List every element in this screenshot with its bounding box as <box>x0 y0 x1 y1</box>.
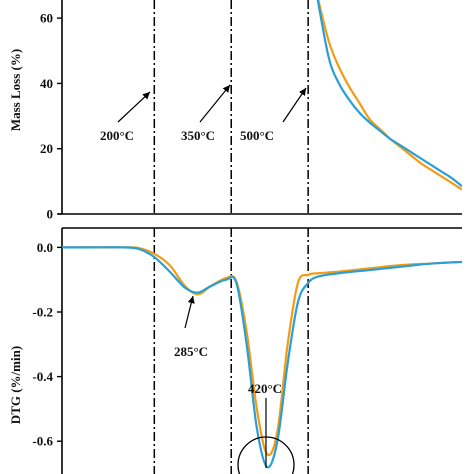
annotation-arrow <box>282 87 307 123</box>
series-group <box>316 0 462 191</box>
y-tick-label: 0 <box>47 207 54 222</box>
y-axis-title: DTG (%/min) <box>8 346 23 424</box>
y-tick-label: -0.4 <box>32 369 53 384</box>
annotation-arrow <box>184 295 195 329</box>
series-group <box>62 246 462 469</box>
annotation-arrow <box>117 91 151 123</box>
top-panel: 0 20 40 60 Mass Loss (%) 200°C 350°C 500°C <box>8 0 462 222</box>
series-line-blue <box>62 246 462 469</box>
y-tick-label: 20 <box>40 141 53 156</box>
y-tick-label: 60 <box>40 11 53 26</box>
bottom-panel: 0.0 -0.2 -0.4 -0.6 DTG (%/min) 285°C 420°C <box>8 227 462 474</box>
annotation-label: 350°C <box>181 128 215 143</box>
y-axis-title: Mass Loss (%) <box>8 49 23 131</box>
annotation-label: 200°C <box>100 128 134 143</box>
annotation-label: 285°C <box>174 344 208 359</box>
annotation-label: 500°C <box>240 128 274 143</box>
annotation-label: 420°C <box>248 381 282 396</box>
series-line-orange <box>317 0 462 191</box>
y-tick-label: -0.2 <box>32 305 53 320</box>
series-line-blue <box>316 0 462 188</box>
peak-highlight-circle <box>237 436 295 474</box>
y-tick-label: -0.6 <box>32 434 53 449</box>
annotation-arrow <box>199 84 231 123</box>
y-tick-label: 0.0 <box>37 240 53 255</box>
y-tick-label: 40 <box>40 76 53 91</box>
series-line-orange <box>62 246 462 457</box>
